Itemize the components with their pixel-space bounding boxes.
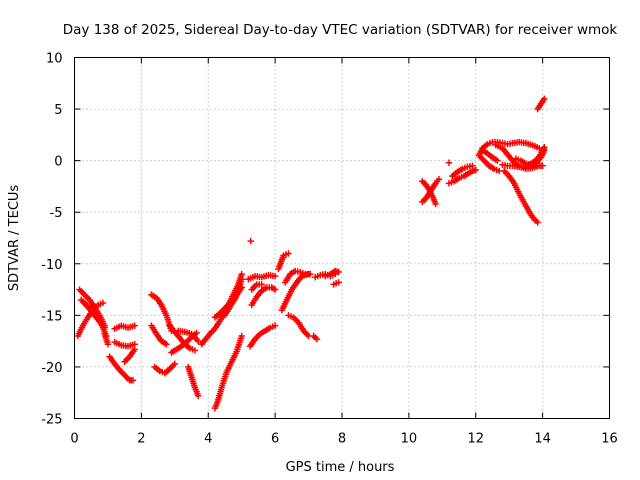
x-tick-label: 14 [534,432,551,447]
data-point [541,95,548,102]
data-point [129,377,137,384]
y-tick-label: -15 [41,309,62,324]
data-point [99,299,107,307]
y-tick-label: 0 [54,155,62,170]
data-point [191,347,199,354]
y-tick-label: -5 [50,206,63,221]
x-tick-label: 4 [204,432,212,447]
data-point [101,324,108,331]
data-point [131,346,138,353]
data-point [104,341,112,348]
data-point [195,392,202,400]
axis-ticks [74,57,610,419]
y-tick-label: -10 [41,258,62,273]
data-point [131,322,138,329]
data-point [258,281,265,288]
data-point [285,250,292,257]
data-point [541,144,548,151]
data-points [74,95,548,412]
data-point [435,176,443,183]
data-point [247,237,254,245]
x-tick-label: 12 [467,432,484,447]
data-point [534,219,541,226]
data-point [193,329,200,337]
x-tick-label: 2 [137,432,145,447]
data-point [494,157,501,164]
data-point [313,335,321,343]
data-point [163,341,170,348]
y-axis-label: SDTVAR / TECUs [7,185,22,292]
data-point [238,332,245,340]
x-tick-label: 10 [401,432,418,447]
data-point [432,200,439,208]
x-tick-label: 16 [601,432,618,447]
data-point [469,162,476,169]
data-point [271,286,279,293]
x-tick-label: 8 [338,432,346,447]
y-tick-label: 10 [46,52,63,67]
data-point [238,276,245,283]
data-point [195,337,202,345]
data-point [472,166,479,174]
data-point [445,159,453,166]
data-point [271,272,279,280]
data-point [271,322,279,329]
x-tick-labels: 0 2 4 6 8 10 12 14 16 [70,432,617,447]
x-tick-label: 0 [70,432,78,447]
data-point [171,360,179,368]
y-tick-labels: -25 -20 -15 -10 -5 0 5 10 [41,52,62,428]
data-point [335,279,342,286]
grid [74,57,610,419]
x-axis-label: GPS time / hours [286,460,395,475]
chart-title: Day 138 of 2025, Sidereal Day-to-day VTE… [63,22,618,38]
y-tick-label: 5 [54,103,62,118]
y-tick-label: -25 [41,413,62,428]
x-tick-label: 6 [271,432,279,447]
data-point [539,162,546,169]
data-point [238,284,245,291]
data-point [307,270,314,278]
data-point [335,268,342,276]
y-tick-label: -20 [41,361,62,376]
